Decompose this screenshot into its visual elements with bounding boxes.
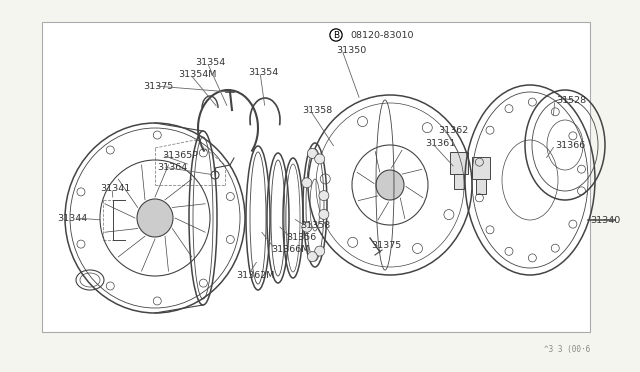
Text: 31354: 31354 [248,67,278,77]
Bar [454,174,464,189]
Text: 31356: 31356 [286,232,316,241]
Circle shape [307,251,317,262]
Text: 31375: 31375 [143,81,173,90]
Text: ^3 3 (00·6: ^3 3 (00·6 [544,345,590,354]
Ellipse shape [137,199,173,237]
Bar [476,179,486,194]
Text: 31364: 31364 [157,163,188,171]
Text: 31366: 31366 [555,141,585,150]
Text: 31340: 31340 [590,215,620,224]
Text: 31358: 31358 [300,221,330,230]
Circle shape [302,222,312,232]
Bar [450,152,468,174]
Circle shape [319,209,329,219]
Text: 31366M: 31366M [271,244,309,253]
Circle shape [307,148,317,158]
Bar [42,22,590,332]
Text: 31362M: 31362M [236,270,275,279]
Text: 31361: 31361 [425,138,455,148]
Circle shape [319,190,329,201]
Text: 31354M: 31354M [178,70,216,78]
Text: 31365P: 31365P [162,151,198,160]
Bar [472,157,490,179]
Text: 31528: 31528 [556,96,586,105]
Circle shape [315,154,324,164]
Circle shape [315,246,324,256]
Text: 31375: 31375 [371,241,401,250]
Text: 08120-83010: 08120-83010 [350,31,413,39]
Text: 31344: 31344 [57,214,87,222]
Text: 31350: 31350 [336,45,366,55]
Text: 31354: 31354 [195,58,225,67]
Circle shape [302,178,312,188]
Text: 31341: 31341 [100,183,131,192]
Text: 31358: 31358 [302,106,332,115]
Text: 31362: 31362 [438,125,468,135]
Text: B: B [333,31,339,39]
Ellipse shape [376,170,404,200]
